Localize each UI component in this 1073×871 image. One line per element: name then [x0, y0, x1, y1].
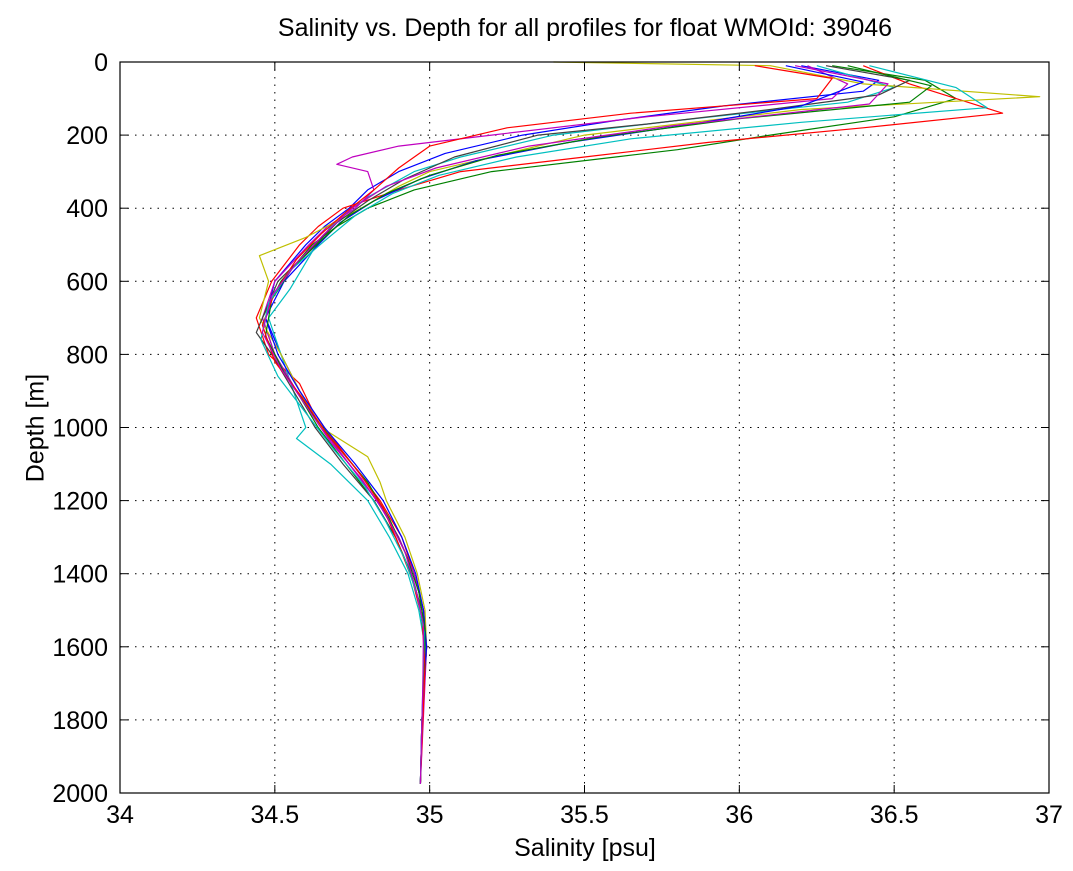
- x-tick-label: 36: [725, 801, 753, 829]
- profile-line: [264, 65, 932, 784]
- grid-lines: [120, 62, 1049, 793]
- y-tick-label: 1000: [52, 415, 108, 443]
- x-tick-label: 34: [106, 801, 134, 829]
- axes-box: [119, 61, 1050, 794]
- y-tick-label: 1800: [52, 707, 108, 735]
- profile-line: [268, 65, 895, 784]
- y-tick-label: 800: [66, 341, 108, 369]
- x-tick-label: 37: [1035, 801, 1063, 829]
- profile-line: [261, 65, 957, 784]
- y-tick-label: 200: [66, 122, 108, 150]
- y-tick-label: 1200: [52, 488, 108, 516]
- y-tick-label: 0: [94, 49, 108, 77]
- x-tick-label: 34.5: [250, 801, 299, 829]
- axis-ticks: [119, 61, 1050, 794]
- y-axis-label: Depth [m]: [21, 373, 50, 483]
- x-tick-labels: 34 34.5 35 35.5 36 36.5 37: [106, 801, 1063, 829]
- y-tick-labels: 0 200 400 600 800 1000 1200 1400 1600 1800 2000: [52, 49, 108, 808]
- profile-line: [264, 65, 880, 784]
- profile-line: [261, 65, 889, 784]
- profile-line: [255, 65, 911, 784]
- profile-line: [261, 65, 849, 784]
- y-tick-label: 1600: [52, 634, 108, 662]
- x-tick-label: 35: [416, 801, 444, 829]
- y-tick-label: 2000: [52, 780, 108, 808]
- profile-line: [258, 61, 1041, 784]
- y-tick-label: 600: [66, 268, 108, 296]
- chart-title: Salinity vs. Depth for all profiles for …: [277, 14, 893, 42]
- x-tick-label: 36.5: [870, 801, 919, 829]
- y-tick-label: 400: [66, 195, 108, 223]
- y-tick-label: 1400: [52, 561, 108, 589]
- profile-line: [264, 65, 864, 784]
- x-tick-label: 35.5: [560, 801, 609, 829]
- x-axis-label: Salinity [psu]: [514, 834, 656, 862]
- profile-lines: [255, 61, 1041, 784]
- profile-line: [261, 65, 833, 784]
- profile-line: [260, 65, 988, 784]
